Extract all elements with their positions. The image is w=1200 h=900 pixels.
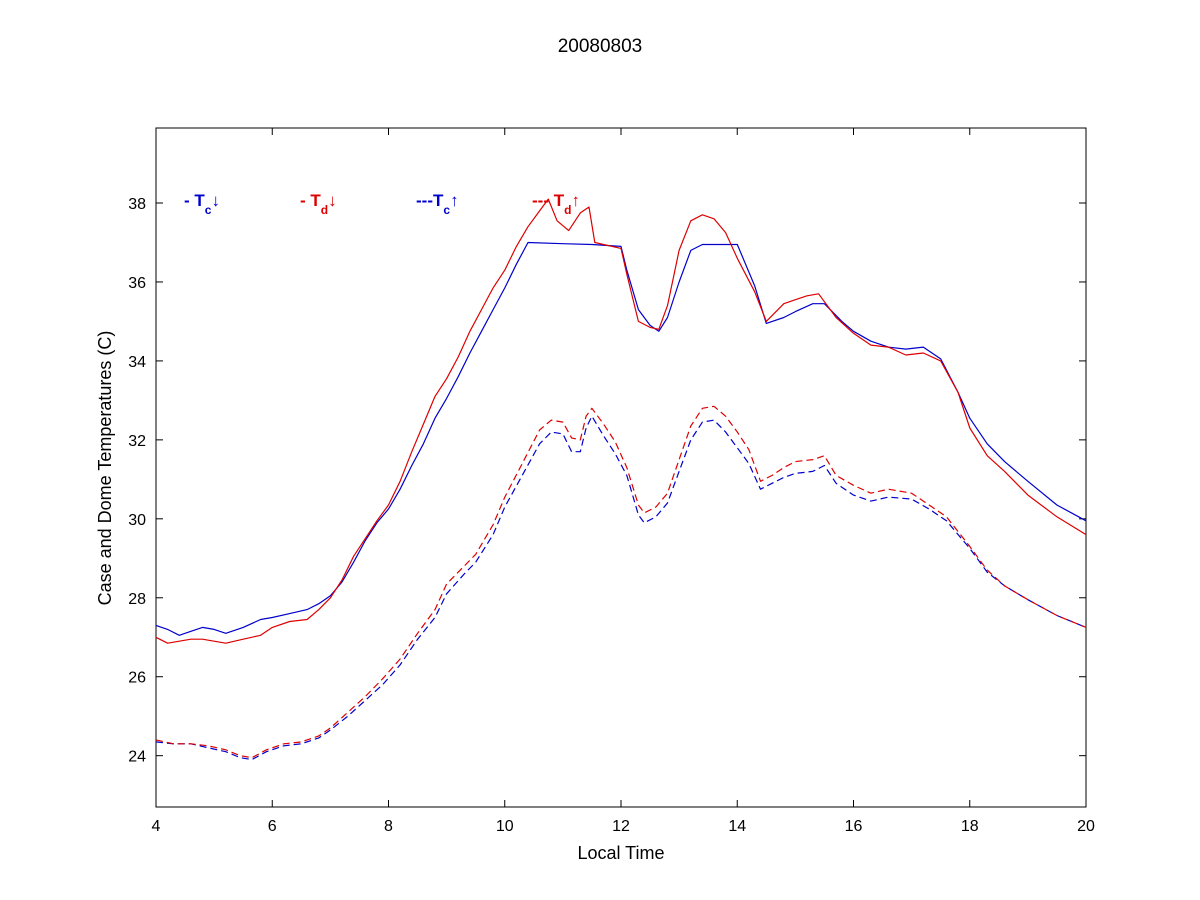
x-tick-label: 12 [612,818,630,835]
y-tick-label: 24 [128,749,146,766]
y-tick-label: 26 [128,670,146,687]
y-tick-label: 38 [128,196,146,213]
y-axis-label: Case and Dome Temperatures (C) [95,331,115,606]
legend-entry-subscript: d [564,203,571,217]
x-tick-label: 16 [845,818,863,835]
arrow-up-icon: ↑ [450,191,459,210]
x-tick-label: 4 [152,818,161,835]
legend-entry-subscript: d [321,203,328,217]
legend: - Tc↓ - Td↓ ---Tc↑ --- Td↑ [184,191,580,217]
series-line-3-dashed [155,415,1087,761]
plot-area-frame [155,127,1087,808]
legend-entry-prefix: ---T [416,191,444,210]
x-tick-label: 8 [384,818,393,835]
x-tick-label: 10 [496,818,514,835]
y-axis: 24 26 28 30 32 34 36 38 [128,196,1086,766]
legend-entry-subscript: c [443,203,450,217]
arrow-down-icon: ↓ [211,191,220,210]
y-tick-label: 36 [128,275,146,292]
series-line-4-dashed [155,405,1087,759]
x-tick-label: 18 [961,818,979,835]
x-tick-label: 6 [268,818,277,835]
arrow-up-icon: ↑ [571,191,580,210]
legend-entry-3: ---Tc↑ [416,191,459,217]
chart-title: 20080803 [558,36,643,57]
series-line-2-solid [155,198,1087,644]
legend-entry-prefix: - T [300,191,321,210]
y-tick-label: 30 [128,512,146,529]
x-axis-label: Local Time [577,843,664,863]
y-tick-label: 28 [128,591,146,608]
y-tick-label: 32 [128,433,146,450]
legend-entry-prefix: --- T [532,191,565,210]
legend-entry-subscript: c [205,203,212,217]
legend-entry-1: - Tc↓ [184,191,220,217]
legend-entry-prefix: - T [184,191,205,210]
y-tick-label: 34 [128,354,146,371]
x-tick-label: 14 [728,818,746,835]
x-axis: 4 6 8 10 12 14 16 18 20 [152,128,1095,835]
series-line-1-solid [155,241,1087,636]
legend-entry-4: --- Td↑ [532,191,580,217]
arrow-down-icon: ↓ [328,191,337,210]
legend-entry-2: - Td↓ [300,191,337,217]
x-tick-label: 20 [1077,818,1095,835]
series-layer [155,198,1087,761]
